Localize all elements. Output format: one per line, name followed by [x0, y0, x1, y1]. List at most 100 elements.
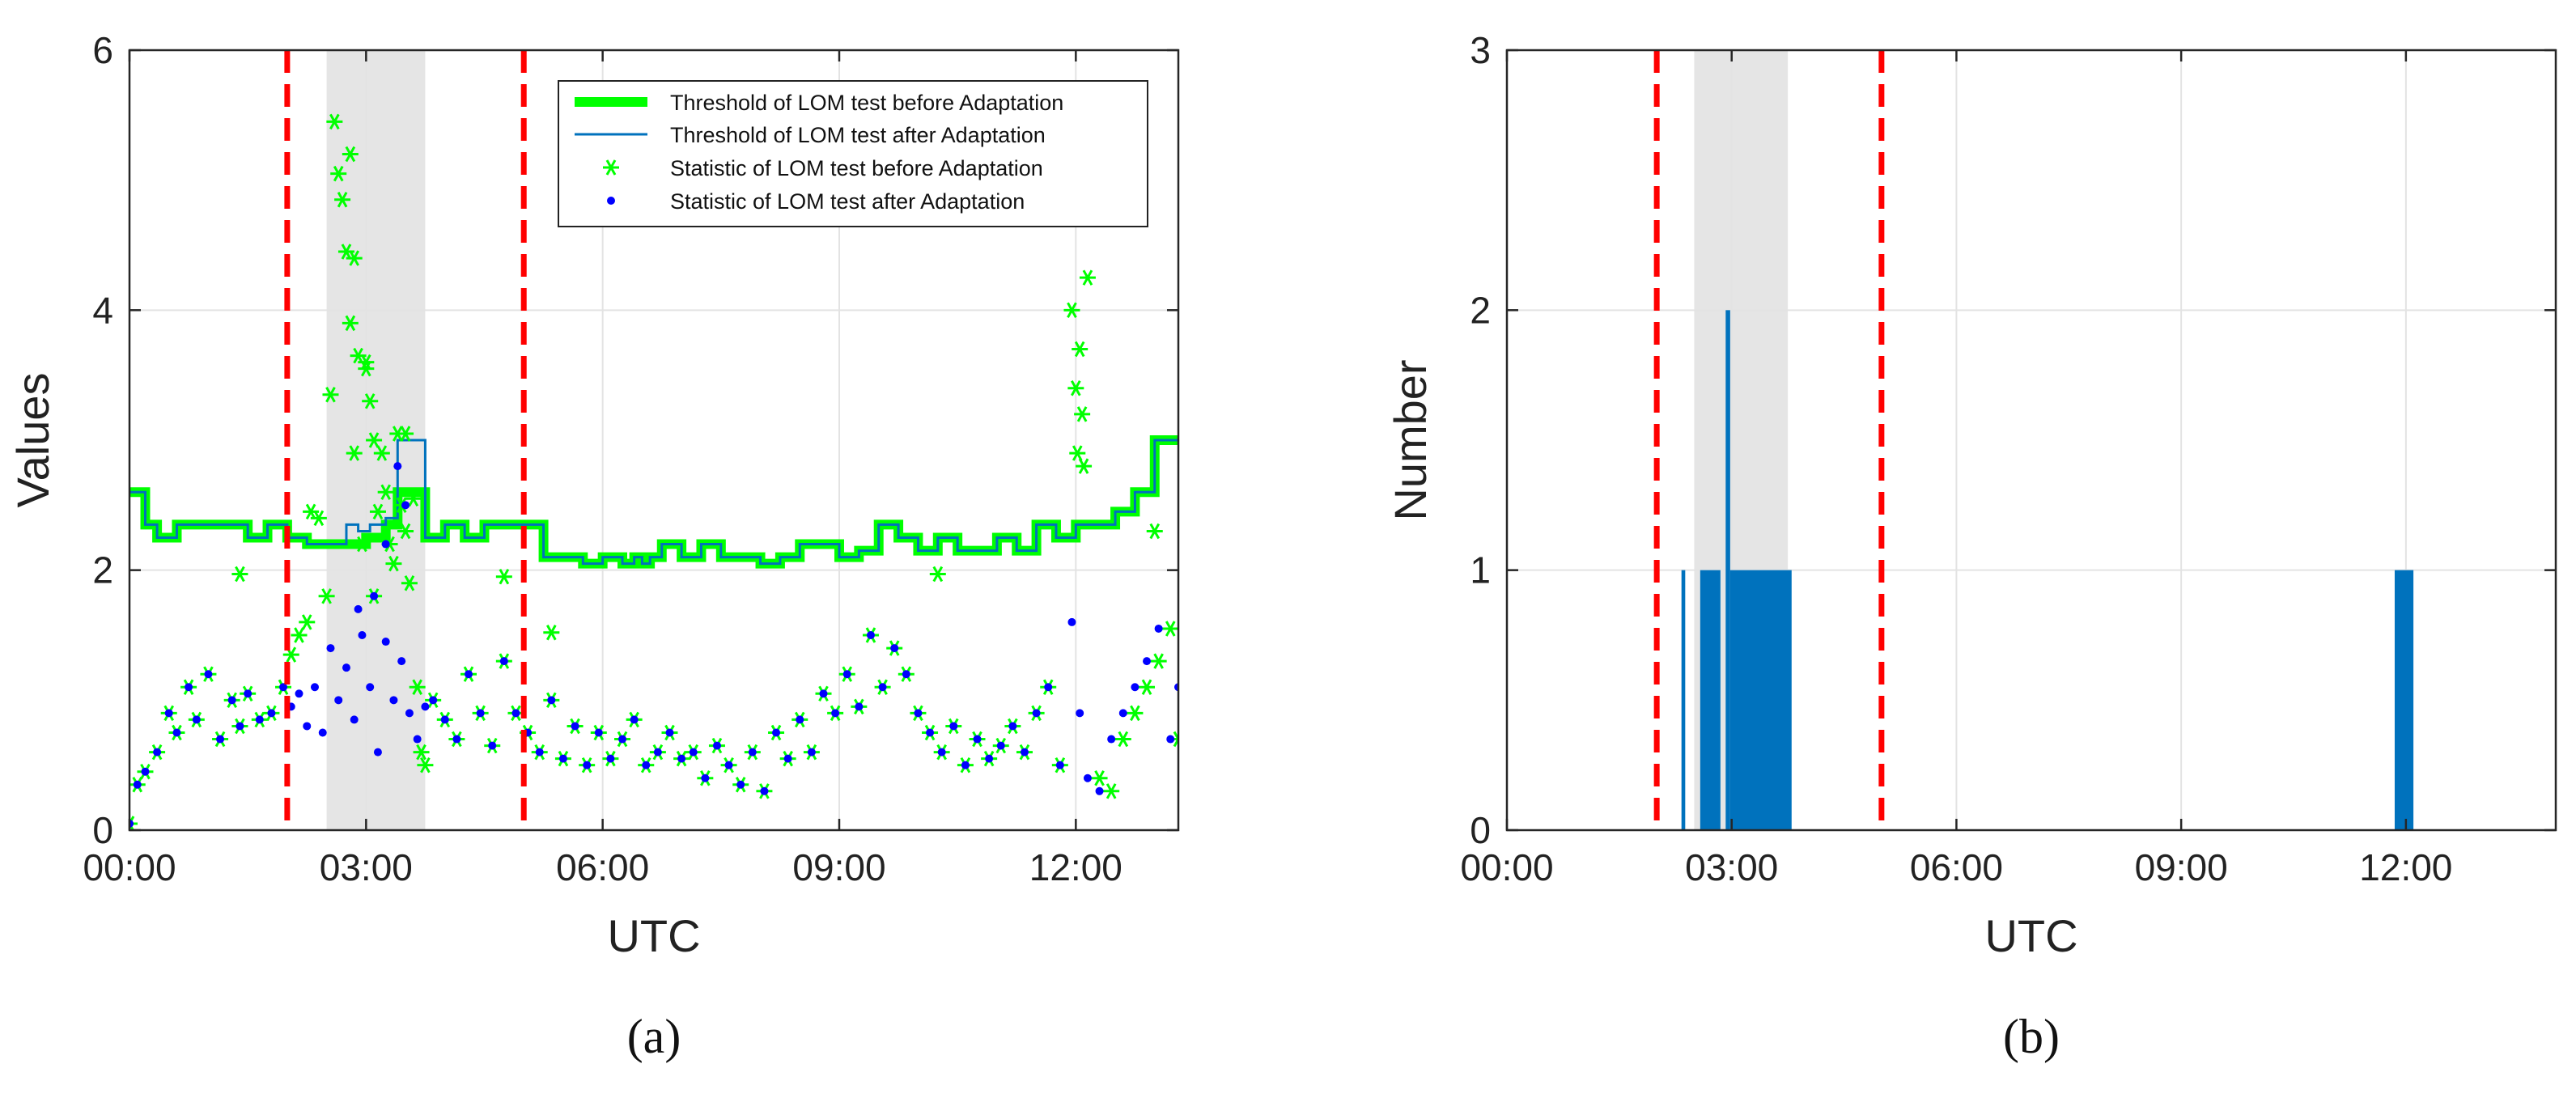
statistic-after-point	[279, 683, 288, 692]
panel-a-marks	[129, 113, 1178, 830]
statistic-after-point	[358, 631, 367, 639]
statistic-after-point	[1067, 617, 1076, 626]
asterisk-stroke	[376, 445, 388, 461]
asterisk-stroke	[1173, 736, 1178, 748]
statistic-before-point	[397, 426, 414, 442]
panel-a-tick-labels: 00:00 03:00 06:00 09:00 12:00 0 2 4 6	[83, 29, 1122, 888]
asterisk-stroke	[353, 347, 363, 364]
statistic-after-point	[1166, 735, 1175, 744]
panel-a-y-tick-label: 2	[92, 549, 113, 591]
statistic-after-point	[366, 683, 375, 692]
panel-a-y-tick-label: 0	[92, 809, 113, 851]
statistic-after-point	[783, 754, 792, 763]
statistic-after-point	[772, 728, 781, 737]
asterisk-stroke	[345, 315, 356, 332]
statistic-after-point	[583, 761, 592, 769]
asterisk-stroke	[1071, 380, 1081, 396]
asterisk-stroke	[305, 503, 316, 520]
asterisk-stroke	[368, 432, 380, 448]
count-bar	[1729, 570, 1792, 830]
asterisk-stroke	[416, 744, 427, 761]
statistic-before-point	[1150, 653, 1167, 669]
asterisk-stroke	[1076, 406, 1088, 422]
statistic-before-point	[362, 393, 379, 409]
asterisk-stroke	[400, 523, 411, 540]
asterisk-stroke	[313, 510, 325, 527]
statistic-after-point	[1083, 774, 1092, 782]
legend-swatch-statistic-before	[603, 159, 619, 176]
statistic-after-point	[914, 709, 923, 718]
asterisk-stroke	[337, 192, 348, 208]
statistic-after-point	[381, 540, 390, 549]
asterisk-stroke	[400, 426, 411, 442]
statistic-after-point	[440, 715, 449, 724]
statistic-after-point	[819, 689, 828, 698]
statistic-before-point	[417, 757, 434, 774]
statistic-after-point	[937, 748, 946, 757]
statistic-after-point	[153, 748, 162, 757]
panel-a-chart: 00:00 03:00 06:00 09:00 12:00 0 2 4 6 UTC Values…	[7, 29, 1180, 1063]
statistic-before-point	[369, 503, 386, 520]
statistic-after-point	[1055, 761, 1064, 769]
statistic-after-point	[926, 728, 935, 737]
panel-b-x-tick-label: 03:00	[1685, 846, 1778, 888]
statistic-after-point	[370, 591, 379, 600]
statistic-before-point	[299, 614, 316, 630]
panel-a-vertical-lines	[284, 50, 527, 830]
statistic-before-point	[1091, 770, 1108, 786]
panel-a-series-group	[129, 113, 1178, 830]
panel-a-x-tick-label: 09:00	[792, 846, 885, 888]
panel-a-y-tick-label: 6	[92, 29, 113, 71]
panel-b-x-axis-label: UTC	[1984, 910, 2077, 961]
statistic-before-point	[1076, 458, 1093, 474]
statistic-after-point	[653, 748, 662, 757]
panel-b-x-tick-label: 06:00	[1910, 846, 2003, 888]
statistic-before-point	[377, 484, 394, 500]
statistic-before-point	[1079, 269, 1096, 286]
statistic-after-point	[807, 748, 816, 757]
asterisk-stroke	[341, 244, 352, 260]
asterisk-stroke	[1078, 458, 1089, 474]
statistic-before-point	[334, 192, 351, 208]
asterisk-stroke	[412, 679, 422, 695]
statistic-after-point	[618, 735, 627, 744]
statistic-before-point	[495, 568, 512, 585]
legend-label-statistic-before: Statistic of LOM test before Adaptation	[670, 156, 1043, 180]
asterisk-stroke	[129, 820, 135, 830]
statistic-after-point	[1131, 683, 1139, 692]
legend-label-threshold-after: Threshold of LOM test after Adaptation	[670, 123, 1046, 147]
statistic-after-point	[1032, 709, 1041, 718]
panel-b-y-axis-label: Number	[1385, 359, 1436, 520]
statistic-after-point	[326, 644, 335, 653]
statistic-after-point	[985, 754, 994, 763]
statistic-before-point	[373, 445, 390, 461]
statistic-after-point	[1118, 709, 1127, 718]
asterisk-stroke	[388, 555, 399, 572]
panel-a-x-tick-label: 06:00	[556, 846, 649, 888]
asterisk-stroke	[333, 165, 344, 182]
statistic-after-point	[255, 715, 264, 724]
asterisk-stroke	[301, 614, 312, 630]
statistic-after-point	[1095, 786, 1104, 795]
asterisk-stroke	[420, 757, 431, 774]
panel-a-caption: (a)	[627, 1010, 681, 1063]
statistic-before-point	[358, 360, 375, 377]
statistic-before-point	[303, 503, 320, 520]
statistic-after-point	[890, 644, 899, 653]
statistic-before-point	[1067, 380, 1084, 396]
asterisk-stroke	[349, 250, 360, 266]
statistic-before-point	[1127, 705, 1144, 722]
statistic-before-point	[342, 146, 359, 163]
statistic-after-point	[1020, 748, 1029, 757]
statistic-after-point	[594, 728, 603, 737]
asterisk-stroke	[1094, 770, 1105, 786]
statistic-after-point	[1044, 683, 1053, 692]
panel-a-x-tick-label: 03:00	[320, 846, 413, 888]
statistic-after-point	[334, 696, 343, 705]
panel-b-grid-x	[1506, 50, 2407, 830]
statistic-before-point	[358, 354, 375, 371]
statistic-after-point	[185, 683, 193, 692]
statistic-after-point	[701, 774, 710, 782]
threshold-after-line	[129, 439, 1178, 566]
asterisk-stroke	[345, 146, 356, 163]
